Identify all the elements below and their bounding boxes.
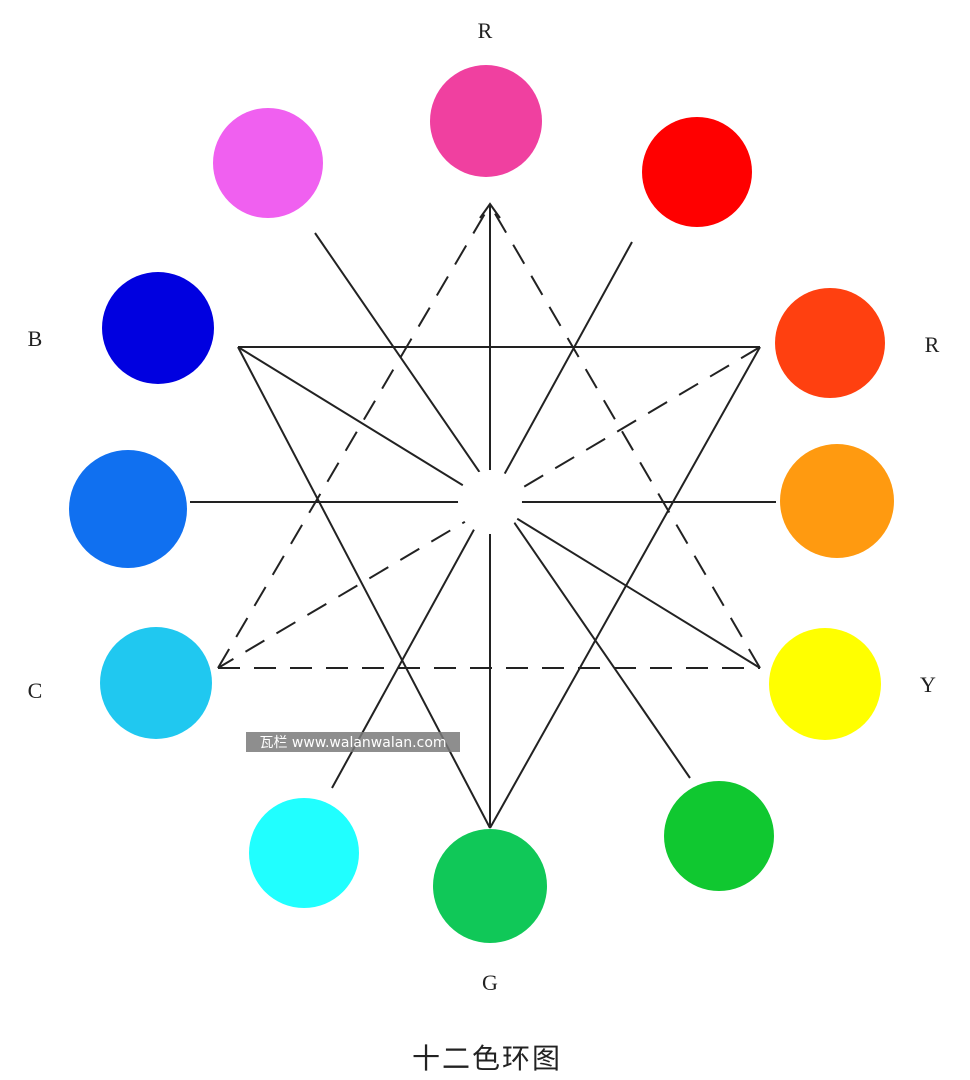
watermark-background — [246, 732, 460, 752]
color-circles — [69, 65, 894, 943]
color-circle-mid-blue — [69, 450, 187, 568]
wheel-labels: R R B C Y G — [28, 18, 940, 995]
label-right: R — [925, 332, 940, 357]
label-y: Y — [920, 672, 936, 697]
dashed-spoke-red-orange-to-cyan — [217, 346, 761, 669]
label-top: R — [478, 18, 493, 43]
label-g: G — [482, 970, 498, 995]
color-circle-red — [642, 117, 752, 227]
color-circle-cyan — [249, 798, 359, 908]
color-circle-red-orange — [775, 288, 885, 398]
dashed-triangle-right-edge — [489, 204, 761, 669]
label-b: B — [28, 326, 43, 351]
center-hub — [458, 470, 522, 534]
label-c: C — [28, 678, 43, 703]
wheel-lines — [190, 202, 776, 829]
color-circle-magenta-pink — [430, 65, 542, 177]
color-circle-blue — [102, 272, 214, 384]
color-circle-green-blue — [433, 829, 547, 943]
color-circle-yellow — [769, 628, 881, 740]
color-circle-sky-blue — [100, 627, 212, 739]
solid-triangle-right-edge — [489, 346, 761, 829]
color-circle-orange — [780, 444, 894, 558]
diagram-caption: 十二色环图 — [412, 1042, 562, 1075]
watermark-text: 瓦栏 www.walanwalan.com — [259, 735, 446, 751]
vertical-axis-arrowhead — [479, 202, 501, 219]
watermark: 瓦栏 www.walanwalan.com — [246, 732, 460, 752]
dashed-triangle-left-edge — [217, 204, 491, 669]
color-circle-violet-pink — [213, 108, 323, 218]
color-circle-green — [664, 781, 774, 891]
